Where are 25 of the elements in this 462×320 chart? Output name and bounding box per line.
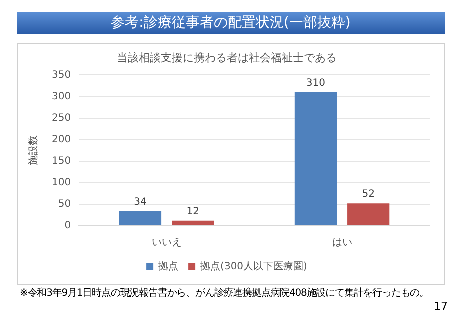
y-tick-label: 200 <box>52 134 72 146</box>
data-label: 12 <box>186 206 200 218</box>
y-tick-label: 150 <box>52 156 72 167</box>
data-label: 310 <box>306 78 326 90</box>
y-tick-label: 250 <box>52 112 72 124</box>
data-label: 52 <box>362 189 375 200</box>
legend-label: 拠点 <box>158 260 179 273</box>
bar <box>348 204 390 226</box>
x-tick-label: いいえ <box>152 238 182 249</box>
bar <box>294 92 338 226</box>
y-tick-label: 100 <box>52 178 72 189</box>
bar <box>119 211 162 226</box>
text: 17 <box>434 300 448 313</box>
y-axis-title: 施設数 <box>28 136 40 166</box>
chart-title: 参考:診療従事者の配置状況(一部抜粋) <box>17 12 445 34</box>
y-tick-label: 350 <box>52 70 72 81</box>
y-tick-label: 300 <box>52 91 72 102</box>
legend-label: 拠点(300人以下医療圏) <box>200 260 308 273</box>
y-tick-label: 50 <box>58 199 72 210</box>
chart-subtitle: 当該相談支援に携わる者は社会福祉士である <box>117 51 337 64</box>
data-label: 34 <box>134 196 147 208</box>
y-tick-label: 0 <box>64 220 72 232</box>
x-tick-label: はい <box>332 238 352 249</box>
bar <box>172 220 214 226</box>
text: ※令和3年9月1日時点の現況報告書から、がん診療連携拠点病院408施設にて集計を行ったもの。 <box>20 286 429 300</box>
